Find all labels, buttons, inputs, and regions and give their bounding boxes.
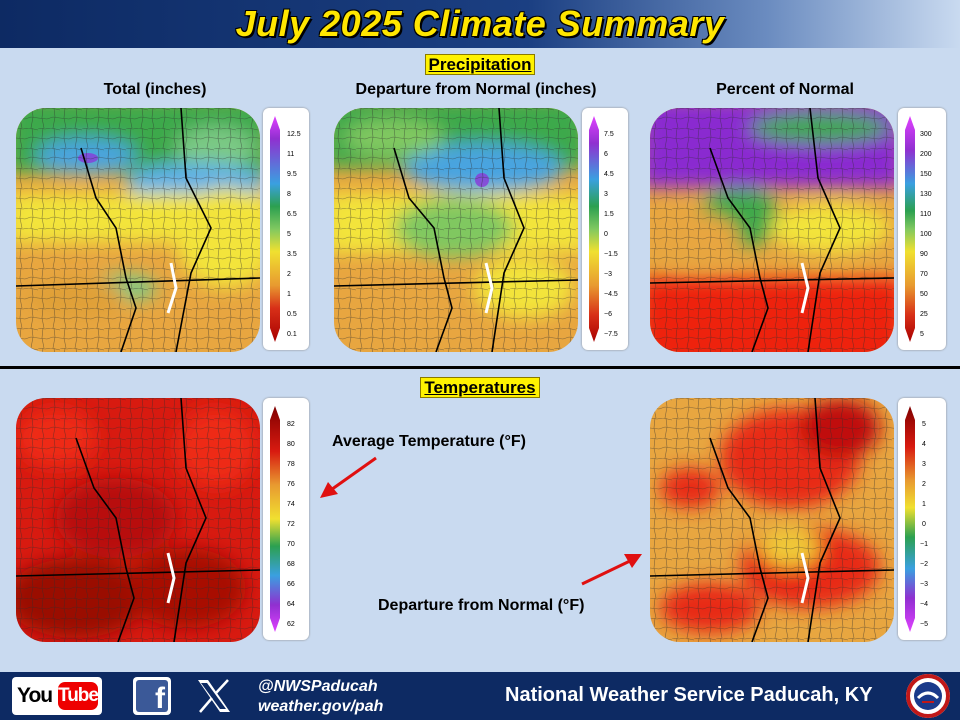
- legend-tick: 70: [287, 541, 295, 548]
- youtube-logo[interactable]: You Tube: [12, 677, 102, 715]
- legend-tick: 100: [920, 231, 932, 238]
- legend-tick: 70: [920, 271, 928, 278]
- legend-tick: 90: [920, 251, 928, 258]
- social-handle[interactable]: @NWSPaducah weather.gov/pah: [258, 678, 384, 715]
- legend-tick: −3: [604, 271, 612, 278]
- precip-total-legend: 12.5 11 9.5 8 6.5 5 3.5 2 1 0.5 0.1: [263, 108, 309, 350]
- legend-tick: 1: [922, 501, 926, 508]
- website-link[interactable]: weather.gov/pah: [258, 698, 384, 715]
- legend-tick: 0: [922, 521, 926, 528]
- temperature-departure-label: Departure from Normal (°F): [378, 597, 585, 614]
- x-icon[interactable]: [192, 676, 236, 716]
- legend-tick: 78: [287, 461, 295, 468]
- legend-tick: 80: [287, 441, 295, 448]
- legend-tick: 62: [287, 621, 295, 628]
- facebook-icon[interactable]: f: [133, 677, 171, 715]
- legend-tick: 2: [922, 481, 926, 488]
- legend-tick: −3: [920, 581, 928, 588]
- legend-tick: −1.5: [604, 251, 618, 258]
- avg-temperature-legend: 82 80 78 76 74 72 70 68 66 64 62: [263, 398, 309, 640]
- precip-departure-label: Departure from Normal (inches): [355, 81, 597, 98]
- legend-tick: 1.5: [604, 211, 614, 218]
- legend-tick: 6.5: [287, 211, 297, 218]
- legend-tick: −1: [920, 541, 928, 548]
- legend-tick: 74: [287, 501, 295, 508]
- legend-tick: 300: [920, 131, 932, 138]
- avg-temperature-label: Average Temperature (°F): [332, 433, 527, 450]
- avg-temperature-map: [16, 398, 260, 642]
- legend-tick: 25: [920, 311, 928, 318]
- legend-tick: 8: [287, 191, 291, 198]
- legend-tick: 6: [604, 151, 608, 158]
- legend-tick: −5: [920, 621, 928, 628]
- legend-tick: −6: [604, 311, 612, 318]
- legend-tick: 9.5: [287, 171, 297, 178]
- legend-tick: 76: [287, 481, 295, 488]
- legend-tick: 66: [287, 581, 295, 588]
- precipitation-section-title: Precipitation: [0, 54, 960, 75]
- nws-seal-icon: [906, 674, 950, 718]
- legend-tick: 130: [920, 191, 932, 198]
- legend-tick: 0.1: [287, 331, 297, 338]
- legend-tick: 7.5: [604, 131, 614, 138]
- temperature-departure-arrow: [581, 554, 642, 586]
- legend-tick: 64: [287, 601, 295, 608]
- legend-tick: 4: [922, 441, 926, 448]
- legend-tick: 2: [287, 271, 291, 278]
- legend-tick: 82: [287, 421, 295, 428]
- legend-tick: 0: [604, 231, 608, 238]
- legend-tick: 110: [920, 211, 931, 218]
- legend-tick: 200: [920, 151, 932, 158]
- precip-departure-legend: 7.5 6 4.5 3 1.5 0 −1.5 −3 −4.5 −6 −7.5: [582, 108, 628, 350]
- legend-tick: 5: [920, 331, 924, 338]
- legend-tick: −2: [920, 561, 928, 568]
- precip-total-map: [16, 108, 260, 352]
- legend-tick: 1: [287, 291, 291, 298]
- precip-percent-map: [650, 108, 894, 352]
- header-banner: July 2025 Climate Summary: [0, 0, 960, 48]
- legend-tick: 72: [287, 521, 295, 528]
- legend-tick: 68: [287, 561, 295, 568]
- temperatures-section-title: Temperatures: [0, 377, 960, 398]
- precip-departure-map: [334, 108, 578, 352]
- office-name: National Weather Service Paducah, KY: [505, 684, 873, 706]
- precip-percent-label: Percent of Normal: [716, 81, 854, 98]
- legend-tick: −7.5: [604, 331, 618, 338]
- legend-tick: 4.5: [604, 171, 614, 178]
- legend-tick: −4.5: [604, 291, 618, 298]
- avg-temperature-arrow: [320, 456, 377, 498]
- precip-total-label: Total (inches): [103, 81, 207, 98]
- legend-tick: 5: [287, 231, 291, 238]
- legend-tick: 5: [922, 421, 926, 428]
- precip-percent-legend: 300 200 150 130 110 100 90 70 50 25 5: [898, 108, 946, 350]
- legend-tick: 150: [920, 171, 932, 178]
- legend-tick: 11: [287, 151, 294, 158]
- temperature-departure-map: [650, 398, 894, 642]
- legend-tick: 0.5: [287, 311, 297, 318]
- section-divider: [0, 366, 960, 369]
- page-title: July 2025 Climate Summary: [235, 3, 725, 44]
- temperature-departure-legend: 5 4 3 2 1 0 −1 −2 −3 −4 −5: [898, 398, 946, 640]
- legend-tick: 3: [604, 191, 608, 198]
- legend-tick: 12.5: [287, 131, 301, 138]
- legend-tick: 3.5: [287, 251, 297, 258]
- legend-tick: −4: [920, 601, 928, 608]
- legend-tick: 50: [920, 291, 928, 298]
- legend-tick: 3: [922, 461, 926, 468]
